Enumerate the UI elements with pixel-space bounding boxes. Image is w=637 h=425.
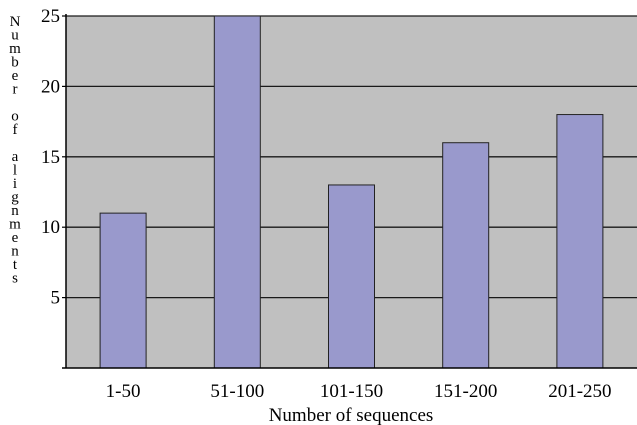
bars xyxy=(99,15,604,369)
y-tick-label: 15 xyxy=(41,147,60,168)
y-tick-label: 20 xyxy=(41,76,60,97)
y-axis-title-char: u xyxy=(11,28,19,44)
x-category-label: 101-150 xyxy=(320,381,383,402)
y-axis-title-char: n xyxy=(11,244,19,260)
y-axis-title-char: a xyxy=(12,149,19,165)
y-axis-title-char: o xyxy=(11,109,19,125)
y-tick-label: 10 xyxy=(41,217,60,238)
bar-151-200 xyxy=(442,142,490,369)
x-axis-title: Number of sequences xyxy=(269,405,434,425)
bar-51-100 xyxy=(213,15,261,369)
x-category-label: 51-100 xyxy=(210,381,264,402)
y-axis-title-char: n xyxy=(11,203,19,219)
y-axis-title-char: b xyxy=(11,55,19,71)
y-axis-title-char: e xyxy=(12,68,19,84)
bar-101-150 xyxy=(328,184,375,369)
bar-1-50 xyxy=(99,212,147,369)
y-tick-label: 5 xyxy=(51,288,61,309)
y-axis-title-char: f xyxy=(13,122,18,138)
y-axis-title-char: m xyxy=(9,41,21,57)
y-axis-title-char: m xyxy=(9,217,21,233)
x-category-label: 151-200 xyxy=(434,381,497,402)
y-tick-labels: 5 10 15 20 25 xyxy=(41,6,60,309)
y-axis-title-char: l xyxy=(13,163,17,179)
y-axis-title-char: s xyxy=(12,271,18,287)
y-axis-title-char: g xyxy=(11,190,19,206)
y-axis-title-char: e xyxy=(12,230,19,246)
y-axis-title-char: N xyxy=(10,14,21,30)
x-category-label: 1-50 xyxy=(106,381,141,402)
x-category-labels: 1-50 51-100 101-150 151-200 201-250 xyxy=(106,381,612,402)
y-axis-title-char: r xyxy=(13,82,18,98)
x-category-label: 201-250 xyxy=(548,381,611,402)
y-tick-label: 25 xyxy=(41,6,60,27)
y-axis-title-char: i xyxy=(13,176,17,192)
y-axis-title-char: t xyxy=(13,257,18,273)
bar-201-250 xyxy=(556,114,604,369)
axes xyxy=(62,14,637,369)
